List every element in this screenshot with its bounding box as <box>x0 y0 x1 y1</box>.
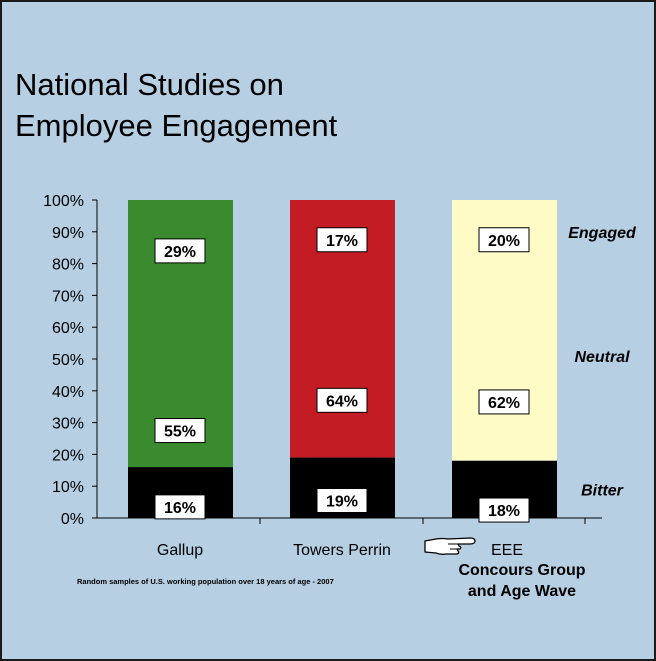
y-tick-label: 50% <box>52 352 84 369</box>
pointing-hand-icon <box>424 537 476 555</box>
y-tick-label: 90% <box>52 225 84 242</box>
chart-title-line-2: Employee Engagement <box>15 108 338 143</box>
data-label-box <box>316 387 368 413</box>
data-label-box <box>478 497 530 523</box>
y-tick-label: 10% <box>52 479 84 496</box>
x-category-sublabel: Concours Group <box>458 562 585 579</box>
series-label-neutral: Neutral <box>574 349 630 366</box>
y-tick-label: 30% <box>52 416 84 433</box>
data-label: 62% <box>488 395 520 412</box>
y-tick-label: 0% <box>61 511 84 528</box>
y-tick-label: 40% <box>52 384 84 401</box>
data-label: 17% <box>326 233 358 250</box>
data-label: 20% <box>488 233 520 250</box>
data-label-box <box>478 227 530 253</box>
y-tick-label: 70% <box>52 288 84 305</box>
y-tick-label: 20% <box>52 447 84 464</box>
data-label: 55% <box>164 424 196 441</box>
data-label-box <box>154 238 206 264</box>
data-label-box <box>316 227 368 253</box>
x-category-sublabel: and Age Wave <box>468 583 576 600</box>
x-category-label: EEE <box>491 542 523 559</box>
y-tick-label: 80% <box>52 257 84 274</box>
data-label: 16% <box>164 500 196 517</box>
y-tick-label: 60% <box>52 320 84 337</box>
data-label: 64% <box>326 393 358 410</box>
data-label-box <box>316 488 368 514</box>
data-label: 19% <box>326 494 358 511</box>
data-label-box <box>478 389 530 415</box>
series-label-bitter: Bitter <box>581 482 624 499</box>
series-label-engaged: Engaged <box>568 225 637 242</box>
y-tick-label: 100% <box>43 193 84 210</box>
x-category-label: Gallup <box>157 542 203 559</box>
footnote: Random samples of U.S. working populatio… <box>77 577 334 586</box>
data-label-box <box>154 418 206 444</box>
chart-title: National Studies on Employee Engagement <box>15 64 337 146</box>
chart-title-line-1: National Studies on <box>15 67 284 102</box>
data-label-box <box>154 494 206 520</box>
data-label: 18% <box>488 503 520 520</box>
data-label: 29% <box>164 244 196 261</box>
x-category-label: Towers Perrin <box>293 542 391 559</box>
